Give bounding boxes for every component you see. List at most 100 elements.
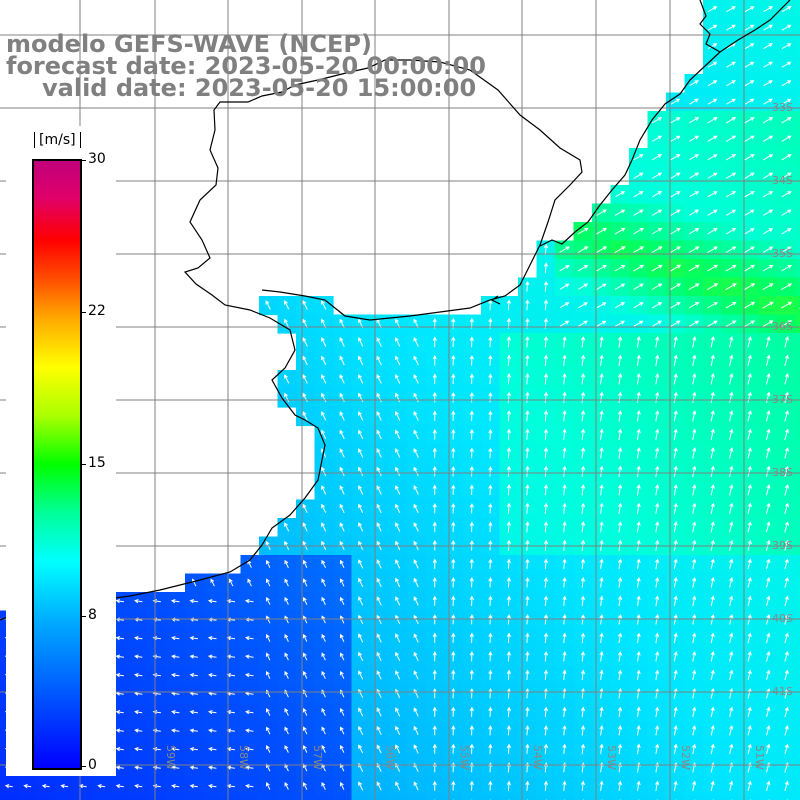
wind-arrow	[488, 428, 493, 440]
wind-arrow	[651, 227, 663, 235]
wind-arrow	[784, 743, 789, 755]
wind-arrow	[765, 428, 771, 441]
wind-arrow	[729, 391, 734, 404]
wind-arrow	[559, 265, 570, 272]
wind-arrow	[41, 784, 50, 789]
latitude-label: 38S	[772, 466, 793, 479]
wind-arrow	[729, 372, 734, 385]
wind-arrow	[208, 710, 217, 715]
wind-arrow	[673, 391, 678, 403]
valid-date: valid date: 2023-05-20 15:00:00	[42, 74, 477, 102]
wind-arrow	[244, 636, 254, 641]
wind-arrow	[636, 688, 641, 699]
wind-arrow	[543, 410, 549, 422]
wind-arrow	[729, 465, 734, 478]
wind-arrow	[134, 673, 143, 678]
wind-arrow	[580, 428, 586, 440]
wind-arrow	[784, 410, 789, 422]
wind-arrow	[781, 61, 792, 68]
wind-arrow	[469, 577, 474, 588]
wind-arrow	[562, 558, 567, 570]
wind-arrow	[710, 632, 715, 644]
wind-arrow	[707, 98, 718, 105]
wind-arrow	[633, 227, 645, 235]
wind-arrow	[488, 743, 493, 754]
wind-arrow	[725, 135, 737, 142]
wind-arrow	[265, 707, 271, 716]
wind-arrow	[762, 283, 774, 291]
speed-cell	[666, 795, 686, 800]
wind-arrow	[395, 466, 401, 477]
wind-arrow	[302, 763, 308, 772]
wind-arrow	[189, 784, 198, 789]
wind-arrow	[580, 688, 586, 699]
wind-arrow	[784, 725, 789, 736]
wind-arrow	[265, 633, 271, 642]
wind-arrow	[284, 652, 289, 661]
wind-arrow	[652, 135, 663, 142]
wind-arrow	[580, 576, 586, 588]
wind-arrow	[599, 706, 604, 717]
wind-arrow	[321, 744, 326, 753]
speed-cell	[795, 703, 800, 723]
wind-arrow	[207, 599, 217, 604]
wind-arrow	[562, 688, 567, 699]
wind-arrow	[302, 522, 308, 532]
speed-cell	[129, 795, 149, 800]
wind-arrow	[596, 302, 607, 309]
wind-arrow	[710, 447, 715, 459]
wind-arrow	[376, 374, 382, 384]
wind-arrow	[376, 707, 382, 717]
wind-arrow	[525, 780, 530, 791]
wind-arrow	[506, 706, 511, 717]
wind-arrow	[432, 669, 437, 680]
wind-arrow	[707, 43, 718, 50]
wind-arrow	[339, 448, 345, 458]
speed-cell	[795, 259, 800, 279]
longitude-label: 51W	[753, 745, 766, 770]
wind-arrow	[710, 354, 715, 367]
wind-arrow	[358, 411, 364, 421]
wind-arrow	[488, 688, 493, 699]
speed-cell	[795, 444, 800, 464]
wind-arrow	[599, 410, 604, 422]
wind-arrow	[284, 707, 289, 716]
wind-arrow	[189, 747, 198, 752]
wind-arrow	[284, 633, 289, 642]
wind-arrow	[725, 228, 737, 235]
wind-arrow	[580, 391, 586, 403]
colorbar-legend: [m/s] 30 22 15 8 0	[6, 126, 116, 776]
wind-arrow	[339, 485, 345, 495]
wind-arrow	[580, 743, 586, 754]
wind-arrow	[655, 558, 660, 570]
wind-arrow	[710, 613, 715, 625]
wind-arrow	[636, 373, 641, 385]
wind-arrow	[395, 614, 401, 625]
wind-arrow	[762, 320, 774, 328]
wind-arrow	[245, 747, 254, 752]
wind-arrow	[599, 354, 604, 366]
wind-arrow	[451, 595, 456, 606]
wind-arrow	[743, 301, 756, 309]
wind-arrow	[614, 283, 626, 290]
latitude-label: 40S	[772, 612, 793, 625]
wind-arrow	[506, 299, 511, 311]
wind-arrow	[577, 246, 589, 254]
wind-arrow	[321, 559, 326, 569]
wind-arrow	[228, 578, 234, 587]
wind-arrow	[689, 98, 699, 105]
wind-arrow	[688, 320, 700, 327]
wind-arrow	[284, 744, 289, 753]
wind-arrow	[321, 578, 326, 587]
wind-arrow	[655, 354, 660, 367]
wind-arrow	[302, 503, 308, 514]
wind-arrow	[376, 596, 382, 606]
wind-arrow	[562, 780, 567, 791]
wind-arrow	[655, 706, 660, 717]
wind-arrow	[673, 410, 678, 422]
wind-arrow	[208, 784, 217, 789]
speed-cell	[795, 240, 800, 260]
wind-arrow	[469, 669, 474, 680]
wind-arrow	[413, 559, 419, 569]
wind-arrow	[413, 744, 419, 754]
